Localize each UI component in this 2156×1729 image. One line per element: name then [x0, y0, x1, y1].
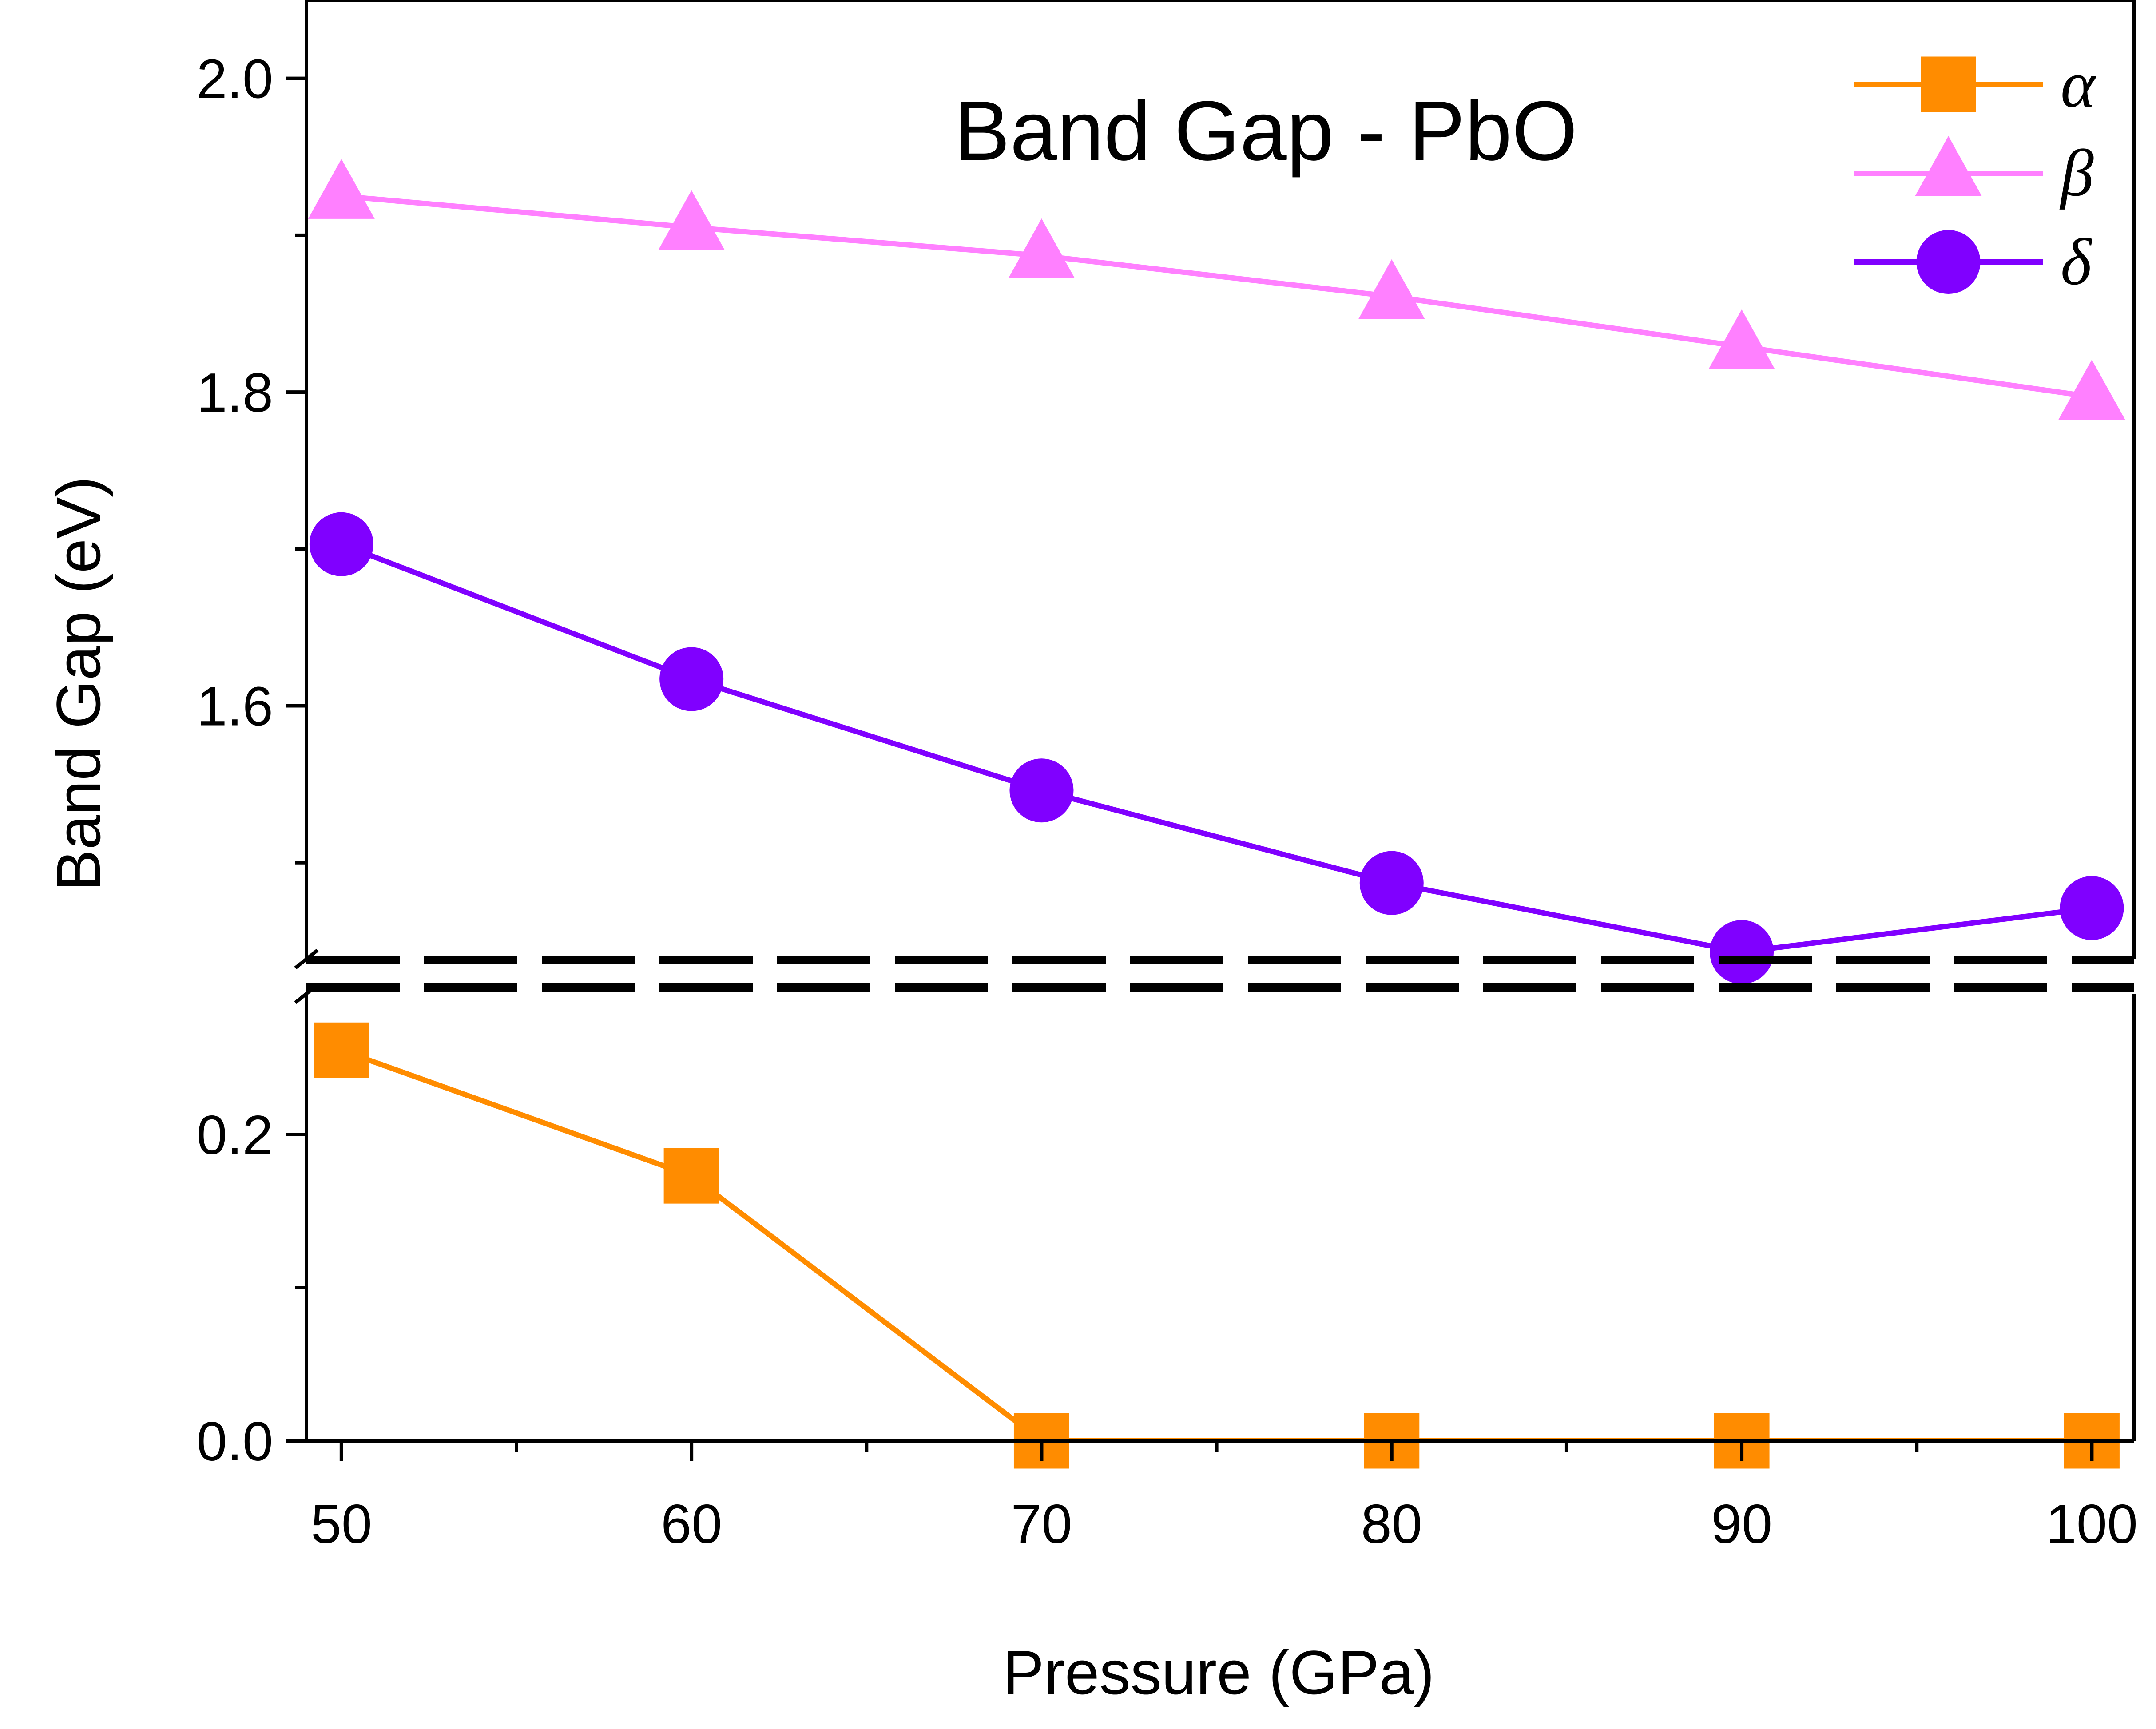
- y-axis-title: Band Gap (eV): [44, 476, 113, 891]
- chart-title: Band Gap - PbO: [954, 84, 1578, 178]
- x-tick-label-2: 70: [1011, 1494, 1072, 1555]
- series-line-1: [341, 193, 2092, 400]
- x-tick-label-1: 60: [661, 1494, 722, 1555]
- data-point-0-0: [314, 1022, 369, 1078]
- y-tick-label-0: 0.0: [197, 1411, 273, 1472]
- y-tick-label-2: 0.2: [197, 1105, 273, 1166]
- axes-layer: 50 60 70 80 90 100 0.0 0.2 1.6 1.8 2.0: [197, 0, 2138, 1555]
- legend-label-2: δ: [2061, 225, 2092, 299]
- data-point-1-0: [308, 159, 375, 219]
- axis-break-slash-1: [294, 983, 319, 1004]
- legend-marker-2: [1916, 230, 1981, 294]
- series-line-2: [340, 542, 2092, 955]
- legend-marker-1: [1915, 136, 1982, 196]
- data-point-1-5: [2058, 359, 2125, 420]
- data-point-2-4: [1710, 920, 1774, 984]
- y-tick-label-4: 1.6: [197, 676, 273, 738]
- y-tick-label-8: 2.0: [197, 49, 273, 110]
- y-tick-label-6: 1.8: [197, 362, 273, 424]
- x-tick-label-0: 50: [311, 1494, 372, 1555]
- data-point-1-3: [1358, 259, 1425, 319]
- data-point-2-2: [1009, 758, 1074, 823]
- data-point-2-3: [1359, 851, 1424, 915]
- data-point-1-2: [1008, 218, 1075, 279]
- data-point-0-1: [663, 1148, 719, 1204]
- data-point-2-5: [2060, 876, 2124, 940]
- legend-label-0: α: [2061, 48, 2097, 121]
- x-axis-title: Pressure (GPa): [1003, 1638, 1434, 1707]
- x-tick-label-4: 90: [1711, 1494, 1772, 1555]
- x-tick-label-5: 100: [2046, 1494, 2138, 1555]
- data-point-1-4: [1708, 309, 1775, 369]
- legend-layer: αβδ: [1854, 48, 2097, 299]
- axis-break-slash-0: [294, 948, 319, 970]
- legend-marker-0: [1921, 56, 1976, 112]
- data-point-1-1: [658, 190, 725, 250]
- data-point-2-1: [659, 647, 724, 711]
- data-point-2-0: [309, 512, 373, 576]
- legend-label-1: β: [2059, 136, 2094, 210]
- x-tick-label-3: 80: [1361, 1494, 1422, 1555]
